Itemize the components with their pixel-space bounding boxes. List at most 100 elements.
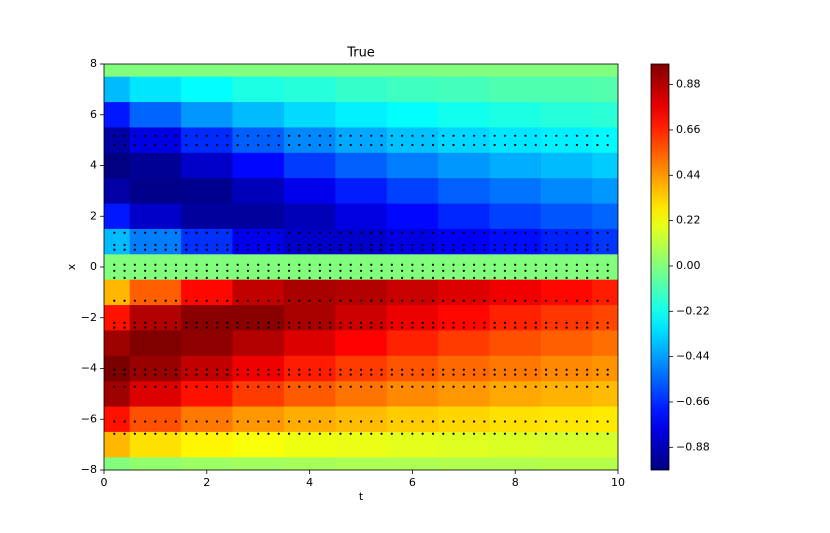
- sample-point: [524, 420, 527, 423]
- sample-point: [606, 143, 609, 147]
- sample-point: [123, 368, 126, 371]
- sample-point: [339, 231, 342, 234]
- sample-point: [174, 269, 178, 272]
- heatmap-cell: [335, 381, 388, 408]
- sample-point: [215, 134, 219, 137]
- sample-point: [133, 321, 136, 324]
- sample-point: [349, 269, 352, 272]
- heatmap-cell: [438, 330, 490, 357]
- sample-point: [442, 385, 445, 388]
- x-tick-label: 2: [203, 476, 210, 489]
- sample-point: [514, 269, 517, 272]
- y-tick-label: −2: [81, 311, 97, 324]
- sample-point: [144, 143, 147, 147]
- sample-point: [380, 373, 383, 376]
- sample-point: [195, 269, 198, 272]
- heatmap-cell: [540, 330, 593, 357]
- sample-point: [544, 231, 548, 234]
- sample-point: [205, 326, 208, 329]
- sample-point: [596, 134, 599, 137]
- sample-point: [555, 231, 558, 234]
- sample-point: [411, 368, 414, 371]
- sample-point: [421, 134, 424, 137]
- heatmap-cell: [592, 178, 618, 205]
- sample-point: [606, 269, 609, 272]
- sample-point: [123, 276, 126, 280]
- sample-point: [267, 134, 270, 137]
- sample-point: [401, 231, 404, 234]
- sample-point: [339, 368, 342, 371]
- sample-point: [298, 276, 301, 280]
- sample-point: [123, 432, 126, 435]
- sample-point: [370, 231, 373, 234]
- sample-point: [555, 432, 558, 435]
- heatmap-cell: [104, 457, 131, 470]
- heatmap-cell: [489, 178, 542, 205]
- sample-point: [452, 276, 455, 280]
- sample-point: [257, 134, 260, 137]
- x-tick-label: 4: [306, 476, 313, 489]
- sample-point: [586, 263, 589, 266]
- sample-point: [514, 326, 517, 329]
- sample-point: [329, 134, 332, 137]
- sample-point: [308, 385, 311, 388]
- heatmap-cell: [438, 152, 490, 179]
- sample-point: [493, 276, 496, 280]
- sample-point: [606, 385, 609, 388]
- heatmap-cell: [592, 102, 618, 128]
- sample-point: [339, 420, 342, 423]
- sample-point: [514, 263, 517, 266]
- sample-point: [349, 321, 352, 324]
- sample-point: [359, 231, 363, 234]
- sample-point: [472, 368, 476, 371]
- sample-point: [431, 299, 435, 302]
- sample-point: [421, 276, 424, 280]
- sample-point: [267, 248, 270, 251]
- sample-point: [606, 299, 609, 302]
- sample-point: [174, 432, 178, 435]
- sample-point: [380, 368, 383, 371]
- sample-point: [472, 420, 476, 423]
- sample-point: [534, 276, 537, 280]
- sample-point: [215, 263, 219, 266]
- sample-point: [503, 231, 507, 234]
- sample-point: [174, 276, 178, 280]
- heatmap-cell: [129, 64, 182, 78]
- heatmap-cell: [232, 102, 285, 128]
- sample-point: [339, 432, 342, 435]
- heatmap-cell: [592, 76, 618, 103]
- sample-point: [339, 248, 342, 251]
- sample-point: [555, 134, 558, 137]
- sample-point: [493, 368, 496, 371]
- sample-point: [575, 263, 578, 266]
- sample-point: [493, 373, 496, 376]
- x-tick-label: 8: [512, 476, 519, 489]
- sample-point: [257, 373, 260, 376]
- heatmap-cell: [335, 431, 388, 458]
- sample-point: [462, 299, 465, 302]
- sample-point: [164, 248, 167, 251]
- sample-point: [246, 368, 250, 371]
- sample-point: [154, 134, 157, 137]
- sample-point: [133, 432, 136, 435]
- heatmap-cell: [386, 381, 439, 408]
- sample-point: [401, 134, 404, 137]
- sample-point: [287, 368, 291, 371]
- sample-point: [431, 263, 435, 266]
- heatmap-cell: [283, 102, 336, 128]
- sample-point: [472, 321, 476, 324]
- sample-point: [575, 143, 578, 147]
- sample-point: [185, 368, 188, 371]
- sample-point: [329, 243, 332, 247]
- sample-point: [339, 143, 342, 147]
- sample-point: [534, 243, 537, 247]
- sample-point: [493, 248, 496, 251]
- sample-point: [370, 269, 373, 272]
- sample-point: [246, 263, 250, 266]
- y-tick-label: −8: [81, 463, 97, 476]
- sample-point: [174, 134, 178, 137]
- sample-point: [462, 373, 465, 376]
- sample-point: [308, 373, 311, 376]
- sample-point: [555, 326, 558, 329]
- sample-point: [380, 134, 383, 137]
